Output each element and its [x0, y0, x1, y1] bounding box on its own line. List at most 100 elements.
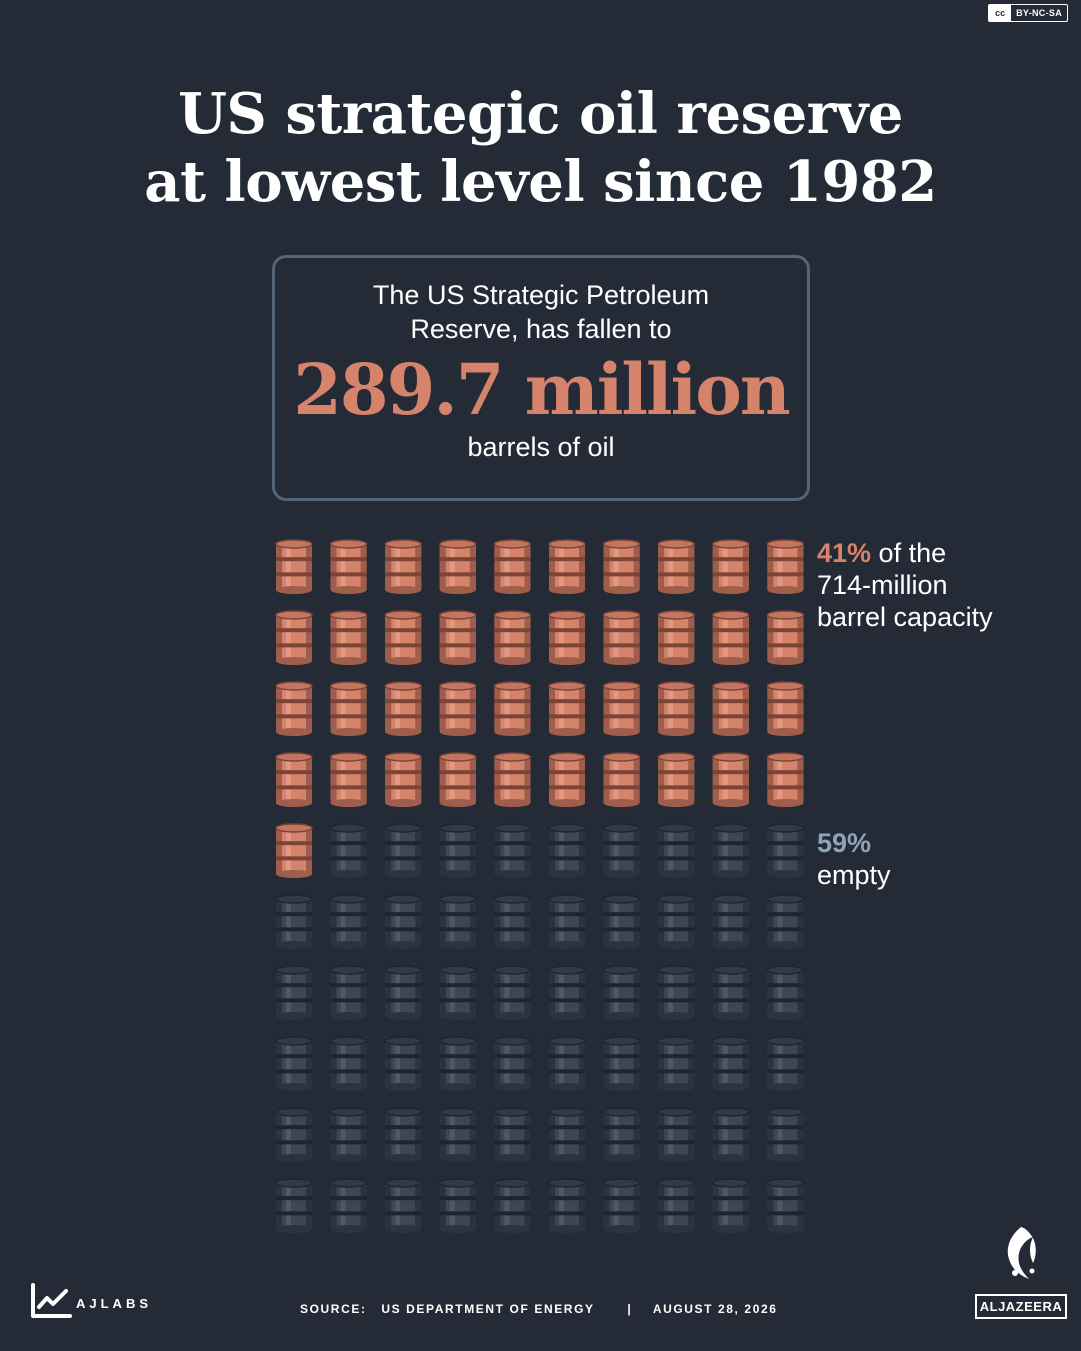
aljazeera-wordmark: ALJAZEERA [975, 1294, 1067, 1319]
barrel-empty-44 [439, 823, 477, 878]
publish-date: AUGUST 28, 2026 [652, 1302, 778, 1316]
chart-title: US strategic oil reserve at lowest level… [0, 80, 1081, 216]
barrel-empty-83 [384, 1107, 422, 1162]
barrel-empty-42 [329, 823, 368, 878]
barrel-empty-90 [766, 1107, 805, 1162]
license-badge: cc BY-NC-SA [988, 4, 1068, 22]
barrel-empty-78 [657, 1036, 695, 1091]
barrel-empty-45 [493, 823, 532, 878]
barrel-empty-99 [712, 1178, 750, 1233]
callout-unit: barrels of oil [467, 432, 615, 462]
source-label: SOURCE: [300, 1302, 367, 1316]
barrel-full-12 [329, 610, 368, 665]
barrel-full-7 [602, 539, 641, 594]
callout-lead-line-2: Reserve, has fallen to [410, 314, 672, 344]
barrel-full-17 [602, 610, 641, 665]
barrel-full-20 [766, 610, 805, 665]
barrel-full-14 [439, 610, 477, 665]
barrel-empty-60 [766, 894, 805, 949]
barrel-full-38 [657, 752, 695, 807]
barrel-empty-88 [657, 1107, 695, 1162]
barrel-empty-46 [548, 823, 586, 878]
barrel-empty-79 [712, 1036, 750, 1091]
barrel-full-36 [548, 752, 586, 807]
barrel-full-34 [439, 752, 477, 807]
barrel-empty-74 [439, 1036, 477, 1091]
barrel-empty-84 [439, 1107, 477, 1162]
barrel-full-8 [657, 539, 695, 594]
barrel-empty-97 [602, 1178, 641, 1233]
barrel-empty-72 [329, 1036, 368, 1091]
barrel-empty-67 [602, 965, 641, 1020]
barrel-full-9 [712, 539, 750, 594]
barrel-empty-65 [493, 965, 532, 1020]
barrel-full-15 [493, 610, 532, 665]
barrel-empty-69 [712, 965, 750, 1020]
barrel-full-19 [712, 610, 750, 665]
barrel-full-39 [712, 752, 750, 807]
barrel-full-16 [548, 610, 586, 665]
callout-box: The US Strategic Petroleum Reserve, has … [272, 255, 810, 501]
barrel-full-40 [766, 752, 805, 807]
callout-lead: The US Strategic Petroleum Reserve, has … [275, 278, 807, 346]
barrel-full-21 [275, 681, 313, 736]
barrel-empty-73 [384, 1036, 422, 1091]
barrel-empty-77 [602, 1036, 641, 1091]
barrel-full-37 [602, 752, 641, 807]
barrel-empty-68 [657, 965, 695, 1020]
barrel-full-5 [493, 539, 532, 594]
ajlabs-chart-icon [31, 1283, 72, 1318]
callout-lead-line-1: The US Strategic Petroleum [372, 280, 710, 310]
barrel-full-32 [329, 752, 368, 807]
barrel-empty-48 [657, 823, 695, 878]
barrel-empty-93 [384, 1178, 422, 1233]
barrel-full-25 [493, 681, 532, 736]
barrel-empty-91 [275, 1178, 313, 1233]
barrel-full-24 [439, 681, 477, 736]
barrel-full-6 [548, 539, 586, 594]
barrel-empty-98 [657, 1178, 695, 1233]
barrel-empty-51 [275, 894, 313, 949]
barrel-empty-100 [766, 1178, 805, 1233]
footer-source: SOURCE: US DEPARTMENT OF ENERGY | AUGUST… [300, 1302, 778, 1316]
barrel-empty-52 [329, 894, 368, 949]
barrel-full-10 [766, 539, 805, 594]
empty-share-label: 59% empty [817, 827, 891, 891]
barrel-empty-94 [439, 1178, 477, 1233]
barrel-empty-63 [384, 965, 422, 1020]
barrel-empty-71 [275, 1036, 313, 1091]
chart-title-line-1: US strategic oil reserve [178, 81, 903, 147]
empty-share-percent: 59% [817, 828, 872, 858]
barrel-full-41 [275, 823, 313, 878]
barrel-empty-87 [602, 1107, 641, 1162]
aljazeera-logo: ALJAZEERA [975, 1225, 1067, 1319]
creative-commons-icon: cc [989, 5, 1012, 21]
barrel-empty-81 [275, 1107, 313, 1162]
full-share-percent: 41% [817, 538, 872, 568]
barrel-empty-43 [384, 823, 422, 878]
barrel-full-28 [657, 681, 695, 736]
barrel-empty-66 [548, 965, 586, 1020]
full-share-text-1: of the [871, 538, 947, 568]
barrel-empty-70 [766, 965, 805, 1020]
barrel-empty-82 [329, 1107, 368, 1162]
barrel-full-30 [766, 681, 805, 736]
barrel-empty-76 [548, 1036, 586, 1091]
barrel-empty-58 [657, 894, 695, 949]
barrel-empty-85 [493, 1107, 532, 1162]
barrel-full-27 [602, 681, 641, 736]
barrel-full-29 [712, 681, 750, 736]
barrel-empty-61 [275, 965, 313, 1020]
barrel-full-11 [275, 610, 313, 665]
barrel-empty-56 [548, 894, 586, 949]
source-name: US DEPARTMENT OF ENERGY [381, 1302, 595, 1316]
full-share-text-2: 714-million [817, 570, 948, 600]
barrel-full-3 [384, 539, 422, 594]
barrel-empty-89 [712, 1107, 750, 1162]
barrel-empty-53 [384, 894, 422, 949]
barrel-empty-57 [602, 894, 641, 949]
barrel-full-22 [329, 681, 368, 736]
barrel-empty-47 [602, 823, 641, 878]
barrel-empty-50 [766, 823, 805, 878]
